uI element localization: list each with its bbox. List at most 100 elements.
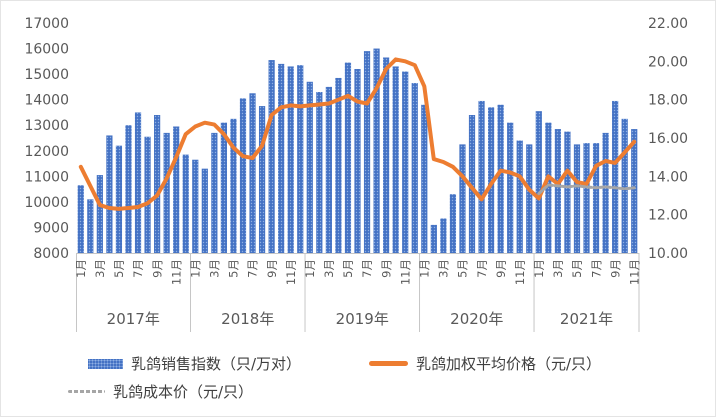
right-axis-tick-label: 16.00	[648, 131, 688, 147]
month-tick-label: 3月	[93, 259, 107, 278]
month-tick-label: 11月	[627, 259, 641, 285]
month-tick-label: 1月	[303, 259, 317, 278]
sales-index-bar	[134, 112, 142, 253]
sales-index-bar	[363, 51, 371, 253]
month-tick-label: 7月	[360, 259, 374, 278]
year-label: 2018年	[221, 310, 274, 328]
month-tick-label: 1月	[188, 259, 202, 278]
sales-index-bar	[306, 81, 313, 254]
sales-index-bar	[239, 98, 247, 253]
month-tick-label: 7月	[246, 259, 260, 278]
month-tick-label: 3月	[551, 259, 565, 278]
month-tick-label: 3月	[322, 259, 336, 278]
month-tick-label: 9月	[265, 259, 279, 278]
left-axis-tick-label: 13000	[24, 118, 69, 134]
month-tick-label: 5月	[341, 259, 355, 278]
sales-index-bar	[535, 111, 542, 254]
month-tick-label: 11月	[284, 259, 298, 285]
sales-index-bar	[220, 122, 228, 254]
month-tick-label: 11月	[513, 259, 527, 285]
month-tick-label: 5月	[570, 259, 584, 278]
sales-index-bar	[612, 100, 619, 253]
month-tick-label: 1月	[532, 259, 546, 278]
sales-index-bar	[335, 77, 342, 253]
left-axis-tick-label: 12000	[24, 144, 69, 160]
right-axis-tick-label: 18.00	[648, 93, 688, 109]
sales-index-bar	[278, 63, 285, 254]
left-axis-ticks: 8000 9000 10000 11000 12000 13000 14000 15000 16…	[24, 16, 69, 262]
year-label: 2021年	[560, 310, 613, 328]
sales-index-bar	[125, 125, 132, 253]
cost-price-line	[537, 183, 636, 196]
sales-index-bar	[507, 122, 514, 254]
left-axis-tick-label: 14000	[24, 93, 69, 109]
legend-label-cost-price: 乳鸽成本价（元/只）	[113, 383, 254, 401]
month-tick-label: 11月	[398, 259, 412, 285]
sales-index-bar	[287, 66, 294, 253]
sales-index-bar	[268, 60, 275, 253]
left-axis-tick-label: 11000	[24, 169, 69, 185]
sales-index-bar	[421, 104, 428, 254]
sales-index-bar	[468, 115, 476, 253]
sales-index-bar	[173, 126, 180, 253]
month-tick-label: 9月	[150, 259, 164, 278]
month-tick-label: 9月	[608, 259, 622, 278]
sales-index-bar	[602, 132, 609, 253]
month-tick-label: 1月	[74, 259, 88, 278]
month-tick-label: 7月	[589, 259, 603, 278]
legend-item-cost-price: 乳鸽成本价（元/只）	[68, 381, 253, 402]
sales-index-bar	[211, 132, 218, 253]
sales-index-bar	[583, 143, 590, 253]
legend-label-avg-price: 乳鸽加权平均价格（元/只）	[416, 355, 602, 373]
sales-index-bar	[526, 144, 533, 253]
month-tick-label: 1月	[417, 259, 431, 278]
dashed-line-swatch-icon	[68, 389, 105, 394]
sales-index-bar	[573, 144, 581, 253]
sales-index-bar	[106, 135, 113, 253]
left-axis-tick-label: 10000	[24, 195, 69, 211]
right-axis-tick-label: 10.00	[648, 246, 688, 262]
sales-index-bar	[621, 118, 628, 253]
left-axis-tick-label: 17000	[24, 16, 69, 32]
sales-index-bar	[316, 92, 323, 253]
sales-index-bar	[344, 62, 352, 253]
year-label: 2019年	[336, 310, 389, 328]
bar-swatch-icon	[88, 358, 123, 369]
year-label: 2020年	[450, 310, 503, 328]
sales-index-bar	[497, 104, 504, 254]
sales-index-bar	[192, 159, 199, 253]
line-swatch-icon	[369, 361, 408, 366]
sales-index-bar	[249, 93, 256, 254]
sales-index-bar	[182, 154, 189, 253]
sales-index-bar	[487, 107, 495, 253]
right-axis-tick-label: 14.00	[648, 169, 688, 185]
sales-index-bar	[478, 100, 485, 253]
sales-index-bar	[430, 224, 437, 253]
right-axis-tick-label: 20.00	[648, 54, 688, 70]
sales-index-bar	[373, 48, 380, 253]
sales-index-bar	[297, 65, 304, 254]
sales-index-bar	[115, 145, 123, 253]
bars-sales-index	[77, 48, 638, 254]
sales-index-bar	[354, 69, 361, 253]
left-axis-tick-label: 15000	[24, 67, 69, 83]
sales-index-bar	[449, 194, 457, 253]
month-tick-label: 3月	[208, 259, 222, 278]
legend-label-sales-index: 乳鸽销售指数（只/万对）	[131, 355, 302, 373]
sales-index-bar	[77, 185, 84, 253]
sales-index-bar	[325, 86, 332, 253]
month-tick-label: 11月	[169, 259, 183, 285]
sales-index-bar	[402, 71, 409, 253]
year-label: 2017年	[107, 310, 160, 328]
sales-index-bar	[592, 143, 600, 253]
sales-index-bar	[96, 175, 103, 253]
sales-index-bar	[545, 122, 552, 254]
month-tick-label: 5月	[456, 259, 470, 278]
right-axis-ticks: 10.00 12.00 14.00 16.00 18.00 20.00 22.00	[648, 16, 688, 262]
left-axis-tick-label: 9000	[33, 220, 69, 236]
sales-index-bar	[516, 140, 523, 253]
right-axis-tick-label: 22.00	[648, 16, 688, 32]
sales-index-bar	[383, 57, 390, 253]
month-tick-label: 5月	[227, 259, 241, 278]
sales-index-bar	[564, 131, 571, 253]
